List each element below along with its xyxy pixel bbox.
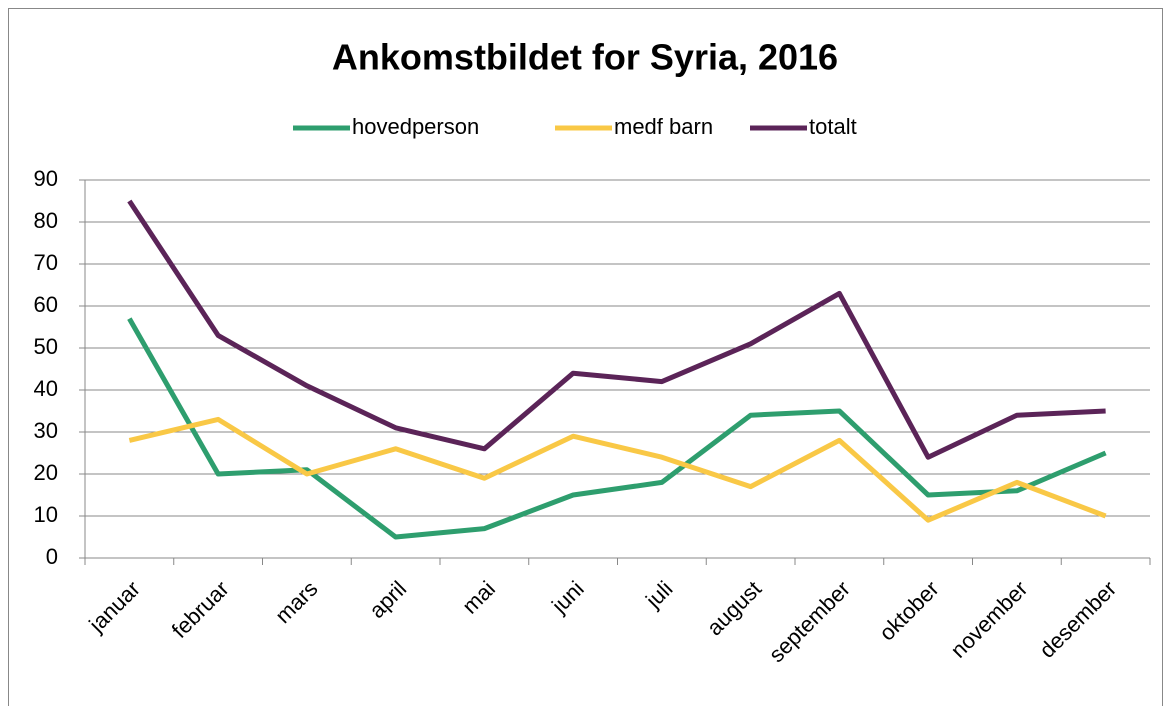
y-tick-label: 30 bbox=[34, 418, 58, 443]
y-tick-label: 0 bbox=[46, 544, 58, 569]
x-tick-label: juli bbox=[640, 576, 677, 613]
legend-label: medf barn bbox=[614, 114, 713, 139]
line-series bbox=[127, 199, 1106, 460]
chart-title: Ankomstbildet for Syria, 2016 bbox=[332, 37, 838, 78]
x-tick-label: juni bbox=[546, 576, 589, 619]
x-tick-label: oktober bbox=[874, 576, 944, 646]
line-series bbox=[127, 317, 1107, 540]
y-tick-label: 50 bbox=[34, 334, 58, 359]
legend-label: totalt bbox=[809, 114, 857, 139]
legend-label: hovedperson bbox=[352, 114, 479, 139]
y-tick-label: 70 bbox=[34, 250, 58, 275]
y-tick-label: 80 bbox=[34, 208, 58, 233]
x-tick-label: november bbox=[946, 576, 1033, 663]
y-tick-label: 60 bbox=[34, 292, 58, 317]
x-tick-label: februar bbox=[167, 576, 234, 643]
x-tick-label: mars bbox=[270, 576, 322, 628]
x-tick-label: august bbox=[702, 576, 766, 640]
line-series bbox=[128, 416, 1107, 523]
y-tick-label: 10 bbox=[34, 502, 58, 527]
y-tick-label: 40 bbox=[34, 376, 58, 401]
x-tick-label: desember bbox=[1034, 576, 1121, 663]
x-tick-label: september bbox=[764, 576, 855, 667]
y-tick-label: 20 bbox=[34, 460, 58, 485]
x-tick-label: mai bbox=[457, 576, 500, 619]
y-tick-label: 90 bbox=[34, 166, 58, 191]
x-tick-label: april bbox=[364, 576, 411, 623]
x-tick-label: januar bbox=[83, 576, 145, 638]
chart-frame bbox=[8, 8, 1163, 706]
